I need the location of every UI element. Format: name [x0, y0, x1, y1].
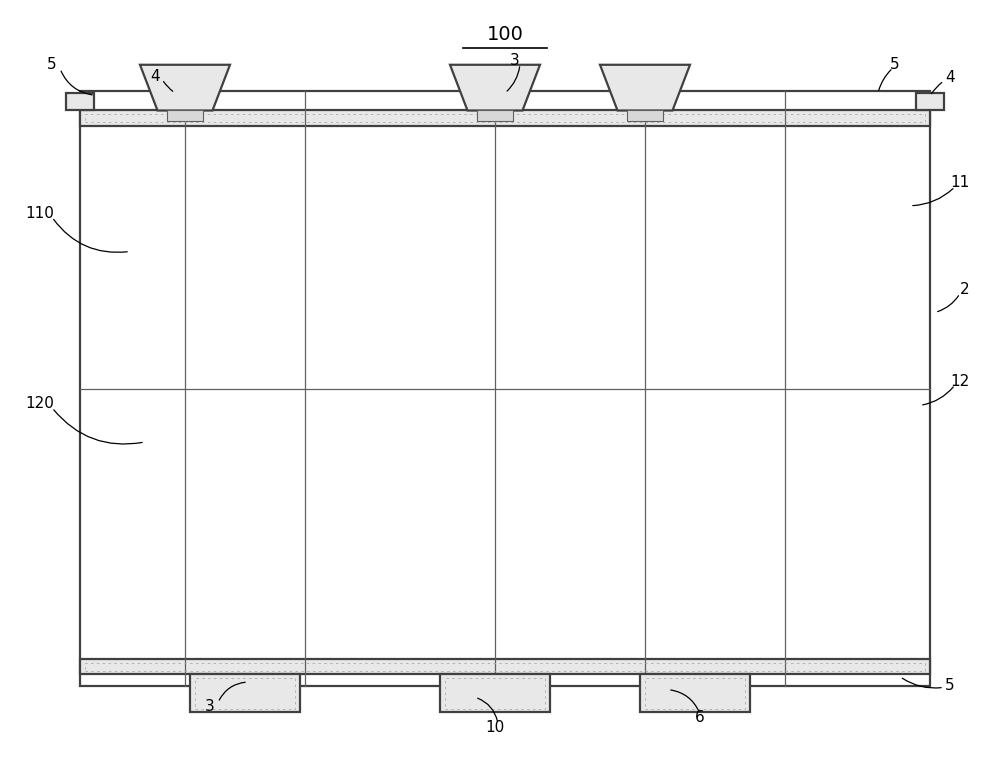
Bar [477, 110, 513, 121]
Text: 5: 5 [945, 678, 955, 693]
Text: 3: 3 [510, 53, 520, 69]
Bar [627, 110, 663, 121]
Text: 3: 3 [205, 699, 215, 714]
Text: 11: 11 [950, 175, 970, 190]
Bar [85, 114, 925, 122]
Text: 5: 5 [890, 57, 900, 72]
Bar [645, 678, 745, 709]
Bar [440, 674, 550, 712]
Bar [640, 674, 750, 712]
Bar [85, 663, 925, 671]
Polygon shape [140, 65, 230, 110]
Bar [195, 678, 295, 709]
Bar [80, 110, 930, 126]
Text: 5: 5 [47, 57, 57, 72]
Text: 4: 4 [150, 69, 160, 84]
Text: 4: 4 [945, 70, 955, 85]
Text: 12: 12 [950, 373, 970, 389]
Bar [445, 678, 545, 709]
Bar [916, 93, 944, 110]
Text: 100: 100 [487, 25, 523, 43]
Polygon shape [450, 65, 540, 110]
Bar [80, 659, 930, 674]
Text: 6: 6 [695, 710, 705, 725]
Bar [80, 91, 930, 686]
Bar [167, 110, 203, 121]
Bar [190, 674, 300, 712]
Text: 120: 120 [26, 396, 54, 411]
Text: 2: 2 [960, 282, 970, 297]
Polygon shape [600, 65, 690, 110]
Text: 110: 110 [26, 206, 54, 221]
Text: 10: 10 [485, 720, 505, 735]
Bar [66, 93, 94, 110]
